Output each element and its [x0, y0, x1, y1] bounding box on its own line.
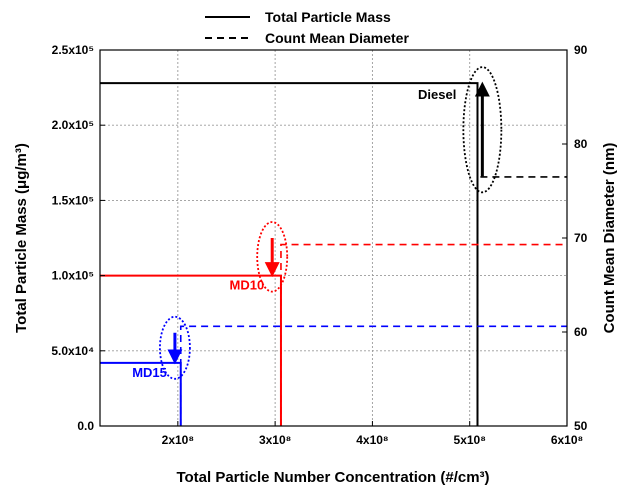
annotation-label: MD10	[230, 278, 265, 293]
cmd-step-line	[280, 243, 567, 426]
y-left-tick-label: 1.0x10⁵	[52, 269, 94, 283]
y-left-tick-label: 5.0x10⁴	[51, 344, 94, 358]
annotation-label: MD15	[132, 365, 167, 380]
legend: Total Particle Mass Count Mean Diameter	[205, 9, 409, 46]
grid	[100, 50, 567, 426]
y-left-tick-label: 2.0x10⁵	[52, 118, 94, 132]
y-left-tick-label: 0.0	[77, 419, 94, 433]
y-left-tick-label: 1.5x10⁵	[52, 193, 94, 207]
y-right-tick-label: 70	[574, 231, 588, 245]
y-left-tick-label: 2.5x10⁵	[52, 43, 94, 57]
plot-frame	[99, 49, 568, 427]
y-axis-left-title: Total Particle Mass (μg/m³)	[13, 143, 30, 333]
x-tick-label: 5x10⁸	[454, 433, 486, 447]
cmd-step-line	[179, 325, 567, 426]
axis-ticks: 2x10⁸ 3x10⁸ 4x10⁸ 5x10⁸ 6x10⁸ 0.0 5.0x10⁴ 1.0x1…	[51, 43, 587, 447]
cmd-step-line	[476, 176, 567, 426]
x-tick-label: 2x10⁸	[162, 433, 194, 447]
annotation-layer: Diesel MD10 MD15	[132, 66, 503, 380]
annotation-ellipse	[462, 66, 503, 194]
y-right-tick-label: 80	[574, 137, 588, 151]
x-axis-title: Total Particle Number Concentration (#/c…	[176, 469, 489, 486]
legend-label: Count Mean Diameter	[265, 30, 409, 46]
annotation-ellipse	[159, 315, 191, 380]
series-layer	[100, 82, 567, 426]
x-tick-label: 4x10⁸	[356, 433, 388, 447]
y-right-tick-label: 50	[574, 419, 588, 433]
y-right-tick-label: 90	[574, 43, 588, 57]
y-axis-right-title: Count Mean Diameter (nm)	[601, 143, 618, 334]
y-right-tick-label: 60	[574, 325, 588, 339]
annotation-ellipse	[256, 221, 289, 293]
legend-label: Total Particle Mass	[265, 9, 391, 25]
annotation-label: Diesel	[418, 87, 456, 102]
x-tick-label: 3x10⁸	[259, 433, 291, 447]
x-tick-label: 6x10⁸	[551, 433, 583, 447]
